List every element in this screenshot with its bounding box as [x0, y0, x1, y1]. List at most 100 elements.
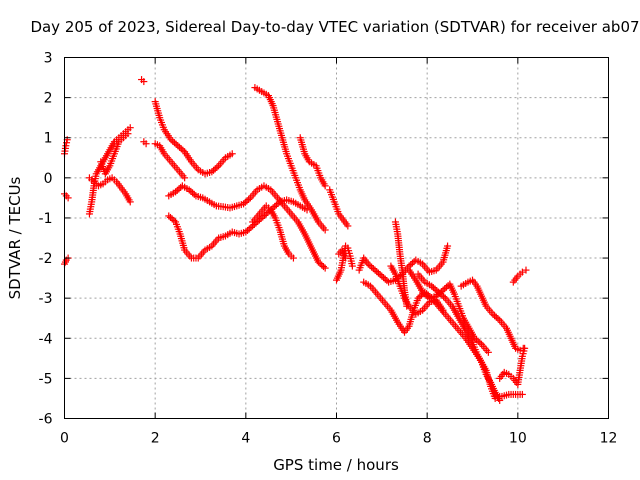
interpolated-point: [441, 285, 449, 293]
interpolated-point: [159, 123, 167, 131]
interpolated-point: [259, 213, 267, 221]
interpolated-point: [476, 356, 484, 364]
interpolated-point: [275, 224, 283, 232]
interpolated-point: [206, 168, 214, 176]
interpolated-point: [265, 185, 272, 193]
interpolated-point: [166, 134, 174, 142]
interpolated-point: [372, 288, 380, 296]
interpolated-point: [61, 258, 69, 266]
interpolated-point: [393, 228, 401, 236]
interpolated-point: [186, 156, 194, 164]
interpolated-point: [210, 201, 218, 209]
interpolated-point: [313, 216, 321, 224]
interpolated-point: [400, 292, 408, 300]
interpolated-point: [461, 324, 469, 332]
x-tick-label: 8: [423, 431, 432, 447]
interpolated-point: [492, 313, 500, 321]
interpolated-point: [410, 274, 418, 282]
interpolated-point: [295, 183, 303, 191]
y-tick-label: -3: [39, 291, 53, 307]
interpolated-point: [416, 293, 424, 301]
interpolated-point: [170, 216, 178, 224]
interpolated-point: [430, 267, 438, 275]
interpolated-point: [280, 240, 288, 248]
interpolated-point: [210, 166, 218, 174]
x-axis-title: GPS time / hours: [273, 456, 399, 474]
interpolated-point: [183, 185, 191, 193]
interpolated-point: [125, 196, 133, 204]
interpolated-point: [287, 197, 295, 205]
interpolated-point: [404, 300, 412, 308]
interpolated-point: [116, 182, 124, 190]
interpolated-point: [449, 288, 457, 296]
data-point: [435, 288, 442, 296]
interpolated-point: [168, 215, 176, 223]
interpolated-point: [410, 308, 418, 316]
interpolated-point: [199, 248, 207, 256]
interpolated-point: [499, 370, 507, 378]
chart-title: Day 205 of 2023, Sidereal Day-to-day VTE…: [30, 18, 639, 36]
interpolated-point: [418, 286, 425, 294]
interpolated-point: [105, 148, 113, 156]
interpolated-point: [437, 260, 445, 268]
interpolated-point: [430, 297, 438, 305]
interpolated-point: [438, 291, 446, 299]
interpolated-point: [189, 189, 197, 197]
y-tick-label: 0: [44, 171, 53, 187]
interpolated-point: [313, 256, 321, 264]
interpolated-point: [122, 132, 130, 140]
interpolated-point: [329, 195, 337, 203]
interpolated-point: [383, 277, 391, 285]
interpolated-point: [110, 176, 118, 184]
interpolated-point: [170, 139, 178, 147]
interpolated-point: [319, 263, 327, 271]
interpolated-point: [366, 262, 374, 270]
interpolated-point: [203, 197, 211, 205]
interpolated-point: [494, 315, 502, 323]
interpolated-point: [287, 252, 295, 260]
interpolated-point: [211, 165, 219, 173]
interpolated-point: [294, 201, 302, 209]
interpolated-point: [243, 197, 251, 205]
interpolated-point: [466, 277, 474, 285]
interpolated-point: [376, 271, 384, 279]
data-points: [61, 76, 530, 404]
interpolated-point: [496, 392, 504, 400]
interpolated-point: [273, 115, 281, 123]
interpolated-point: [385, 304, 393, 312]
interpolated-point: [483, 346, 491, 354]
interpolated-point: [336, 268, 344, 276]
interpolated-point: [506, 332, 514, 340]
interpolated-point: [219, 233, 227, 241]
x-tick-label: 0: [60, 431, 69, 447]
interpolated-point: [114, 140, 122, 148]
interpolated-point: [268, 100, 276, 108]
interpolated-point: [320, 180, 328, 188]
interpolated-point: [245, 195, 253, 203]
interpolated-point: [512, 274, 520, 282]
interpolated-point: [213, 163, 221, 171]
y-tick-label: -2: [39, 251, 53, 267]
interpolated-point: [503, 369, 510, 377]
interpolated-point: [453, 324, 461, 332]
interpolated-point: [416, 259, 424, 267]
interpolated-point: [254, 212, 262, 220]
interpolated-point: [165, 156, 173, 164]
interpolated-point: [422, 291, 430, 299]
interpolated-point: [88, 176, 96, 184]
interpolated-point: [173, 186, 181, 194]
interpolated-point: [373, 268, 381, 276]
data-point: [522, 266, 530, 274]
interpolated-point: [186, 252, 194, 260]
interpolated-point: [169, 189, 177, 197]
data-point: [126, 124, 134, 132]
interpolated-point: [424, 300, 432, 308]
interpolated-point: [520, 347, 528, 355]
interpolated-point: [197, 193, 204, 201]
x-tick-label: 4: [241, 431, 250, 447]
interpolated-point: [300, 147, 308, 155]
x-tick-label: 6: [332, 431, 341, 447]
interpolated-point: [369, 265, 377, 273]
y-tick-label: -5: [39, 371, 53, 387]
